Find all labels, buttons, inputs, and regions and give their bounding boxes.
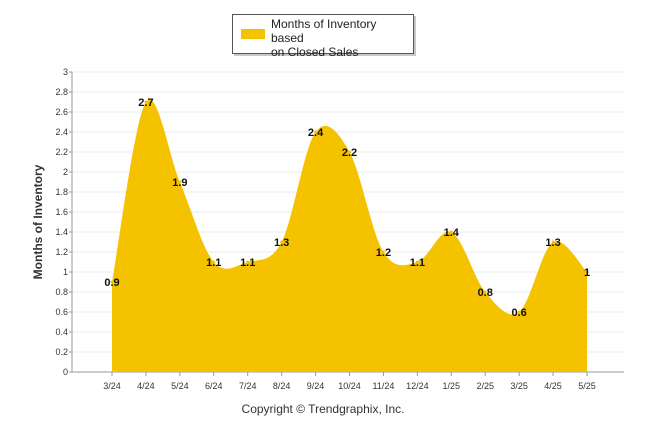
data-point — [280, 240, 284, 244]
data-label: 2.7 — [138, 97, 153, 109]
data-point — [314, 130, 318, 134]
x-tick-label: 7/24 — [239, 381, 257, 391]
y-tick-label: 3 — [63, 67, 68, 77]
y-tick-label: 0.6 — [55, 307, 68, 317]
data-point — [246, 260, 250, 264]
data-point — [212, 260, 216, 264]
y-tick-label: 0.8 — [55, 287, 68, 297]
y-tick-label: 2.8 — [55, 87, 68, 97]
data-label: 1 — [584, 267, 590, 279]
x-tick-label: 12/24 — [406, 381, 429, 391]
legend-label-line1: Months of Inventory based — [271, 17, 377, 45]
x-tick-label: 2/25 — [476, 381, 494, 391]
data-point — [585, 270, 589, 274]
data-label: 2.4 — [308, 127, 324, 139]
y-tick-label: 1.6 — [55, 207, 68, 217]
legend-label: Months of Inventory based on Closed Sale… — [271, 17, 411, 59]
data-label: 1.1 — [240, 257, 255, 269]
y-tick-label: 2.6 — [55, 107, 68, 117]
legend-swatch — [241, 29, 265, 39]
x-tick-label: 8/24 — [273, 381, 291, 391]
data-point — [517, 310, 521, 314]
data-label: 0.8 — [478, 287, 493, 299]
legend-label-line2: on Closed Sales — [271, 45, 359, 59]
x-tick-label: 10/24 — [338, 381, 361, 391]
y-tick-label: 1 — [63, 267, 68, 277]
data-label: 1.2 — [376, 247, 391, 259]
data-point — [381, 250, 385, 254]
y-tick-label: 0.2 — [55, 347, 68, 357]
data-label: 0.6 — [511, 307, 526, 319]
y-tick-label: 1.8 — [55, 187, 68, 197]
y-axis-title: Months of Inventory — [31, 164, 45, 280]
data-point — [415, 260, 419, 264]
data-point — [110, 280, 114, 284]
data-point — [348, 150, 351, 154]
x-tick-label: 5/24 — [171, 381, 189, 391]
x-tick-label: 9/24 — [307, 381, 325, 391]
copyright-footer: Copyright © Trendgraphix, Inc. — [241, 402, 405, 416]
data-point — [551, 240, 555, 244]
x-tick-label: 1/25 — [443, 381, 461, 391]
y-tick-label: 2 — [63, 167, 68, 177]
data-point — [449, 230, 453, 234]
legend: Months of Inventory based on Closed Sale… — [232, 14, 414, 59]
data-point — [178, 180, 182, 184]
y-tick-label: 2.2 — [55, 147, 68, 157]
data-label: 1.1 — [410, 257, 425, 269]
x-tick-label: 11/24 — [372, 381, 394, 391]
x-tick-label: 3/24 — [103, 381, 121, 391]
y-tick-label: 0.4 — [55, 327, 68, 337]
data-label: 1.4 — [444, 227, 460, 239]
y-tick-label: 1.4 — [55, 227, 68, 237]
data-label: 1.9 — [172, 177, 187, 189]
x-tick-label: 4/24 — [137, 381, 155, 391]
y-tick-label: 2.4 — [55, 127, 68, 137]
data-point — [144, 100, 148, 104]
data-label: 0.9 — [104, 277, 119, 289]
y-tick-label: 0 — [63, 367, 68, 377]
x-tick-label: 6/24 — [205, 381, 223, 391]
data-label: 1.3 — [274, 237, 289, 249]
y-tick-label: 1.2 — [55, 247, 68, 257]
data-label: 1.3 — [545, 237, 560, 249]
data-point — [483, 290, 487, 294]
series-area — [112, 99, 587, 372]
x-tick-label: 4/25 — [544, 381, 562, 391]
data-label: 2.2 — [342, 147, 357, 159]
x-tick-label: 3/25 — [510, 381, 528, 391]
data-label: 1.1 — [206, 257, 221, 269]
x-tick-label: 5/25 — [578, 381, 596, 391]
